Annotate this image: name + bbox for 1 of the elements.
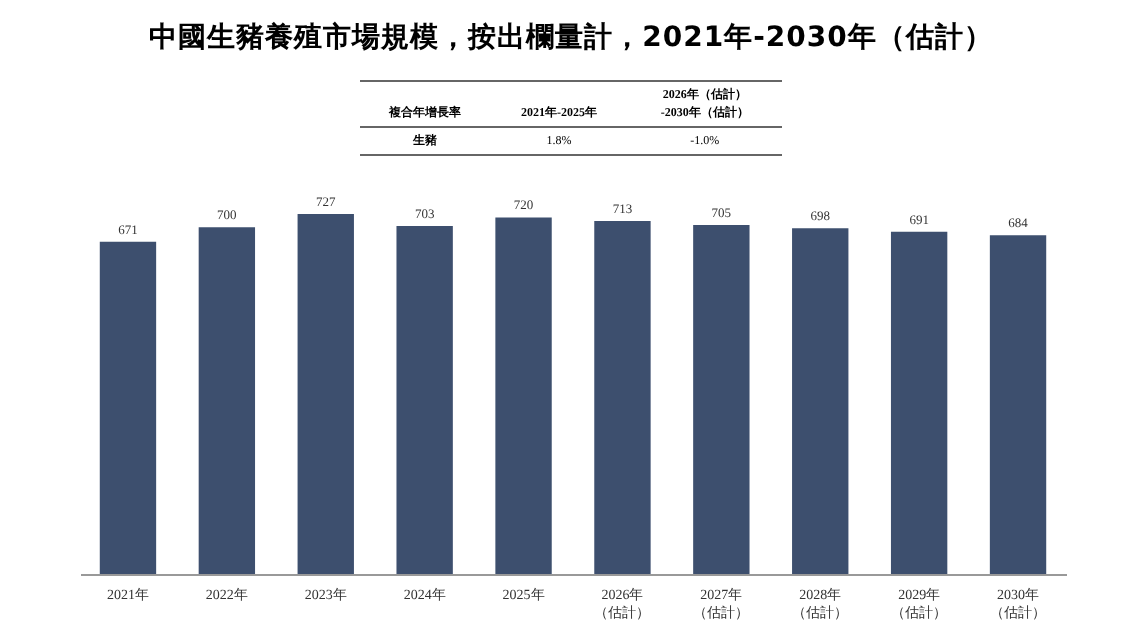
chart-title: 中國生豬養殖市場規模，按出欄量計，2021年-2030年（估計） [147, 20, 995, 58]
